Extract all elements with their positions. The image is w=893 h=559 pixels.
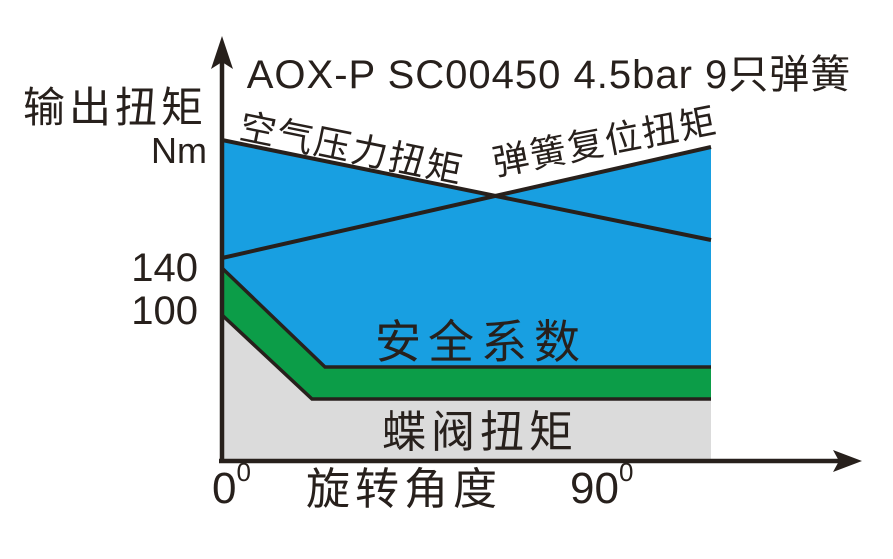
y-axis-arrow-icon	[211, 36, 233, 69]
chart-title: AOX-P SC00450 4.5bar 9只弹簧	[247, 53, 852, 97]
safety-factor-label: 安全系数	[375, 316, 587, 368]
x-axis-label: 旋转角度	[306, 465, 502, 514]
air-pressure-torque-line	[221, 138, 712, 242]
margin-band-top-line	[220, 266, 711, 369]
valve-torque-label: 蝶阀扭矩	[382, 408, 578, 457]
x-tick-0-value: 0	[212, 464, 236, 513]
y-tick-100: 100	[131, 289, 198, 333]
y-axis-label: 输出扭矩	[23, 84, 207, 131]
y-tick-140: 140	[131, 246, 198, 290]
x-tick-90: 900	[570, 457, 633, 513]
x-tick-0: 00	[212, 457, 251, 513]
y-axis-unit: Nm	[151, 130, 207, 171]
safety-factor-area	[222, 140, 711, 367]
x-tick-90-value: 90	[570, 464, 619, 513]
safety-margin-band-area	[222, 268, 711, 399]
x-axis-arrow-icon	[833, 450, 862, 472]
x-tick-0-sup: 0	[236, 457, 250, 487]
valve-torque-area	[222, 315, 711, 461]
spring-return-torque-line	[221, 145, 712, 260]
valve-torque-top-line	[220, 313, 711, 401]
x-tick-90-sup: 0	[619, 457, 633, 487]
